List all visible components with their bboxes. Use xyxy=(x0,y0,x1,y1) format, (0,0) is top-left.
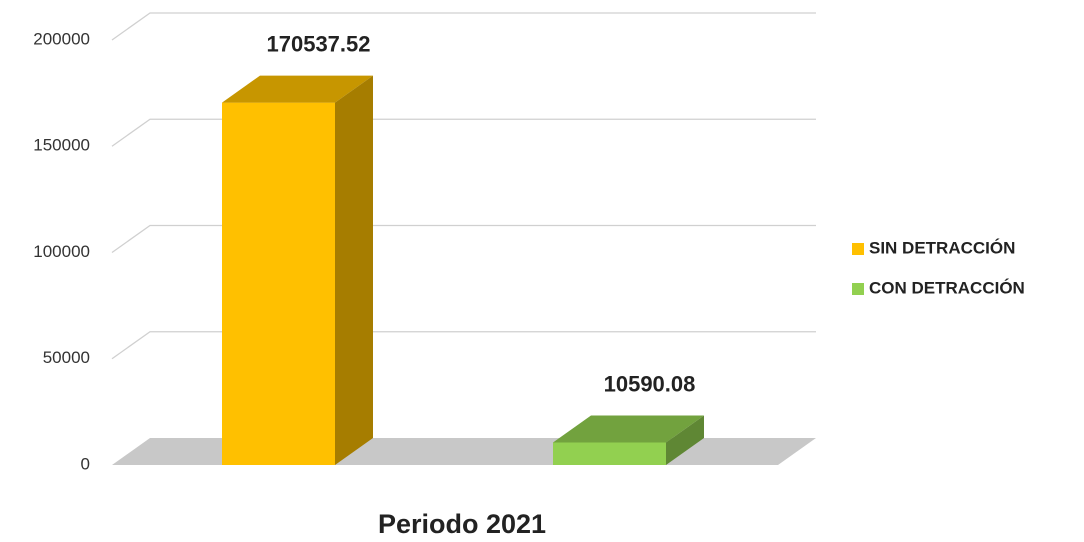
bar-front xyxy=(222,102,335,465)
grid-line xyxy=(111,331,816,360)
y-tick-label: 100000 xyxy=(33,242,90,261)
y-tick-label: 50000 xyxy=(43,348,90,367)
grid-line xyxy=(111,12,816,41)
y-tick-label: 150000 xyxy=(33,136,90,155)
bar-top xyxy=(222,75,373,103)
bar-side xyxy=(666,415,704,465)
y-tick-label: 200000 xyxy=(33,29,90,48)
legend-swatch xyxy=(852,283,864,295)
legend-label: CON DETRACCIÓN xyxy=(869,278,1025,297)
value-label: 170537.52 xyxy=(267,31,371,56)
grid-line xyxy=(111,118,816,147)
legend-label: SIN DETRACCIÓN xyxy=(869,238,1015,257)
x-axis-label: Periodo 2021 xyxy=(378,509,546,539)
grid-line xyxy=(111,224,816,254)
y-tick-label: 0 xyxy=(81,454,90,473)
value-label: 10590.08 xyxy=(604,371,696,396)
legend-swatch xyxy=(852,243,864,255)
bar-top xyxy=(553,415,704,443)
bar-front xyxy=(553,442,666,465)
bar-side xyxy=(335,75,373,465)
floor xyxy=(112,438,816,465)
